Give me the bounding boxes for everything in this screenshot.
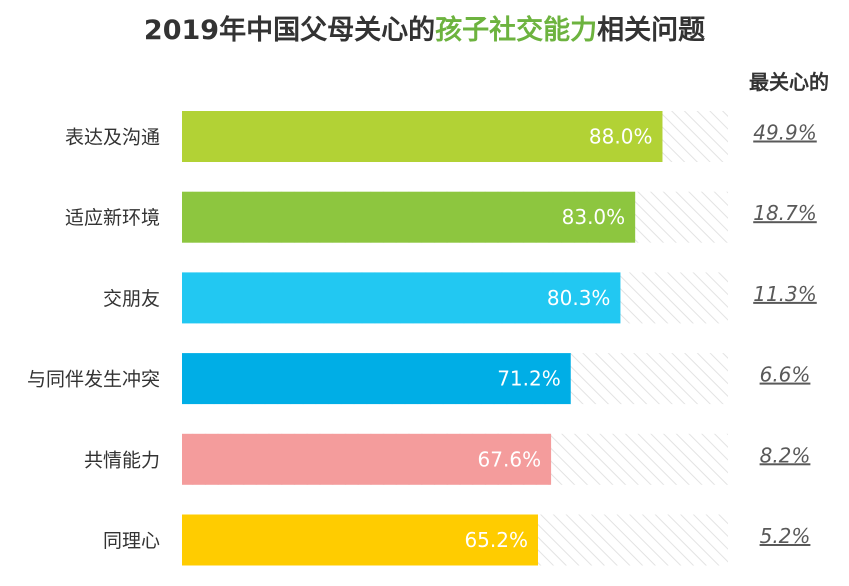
value-label: 83.0% xyxy=(562,205,626,229)
value-label: 67.6% xyxy=(478,447,542,471)
category-label: 表达及沟通 xyxy=(65,127,160,149)
bar xyxy=(182,111,663,162)
category-label: 共情能力 xyxy=(84,449,160,471)
value-label: 65.2% xyxy=(464,528,528,552)
most-concerned-value: 49.9% xyxy=(753,121,817,145)
value-label: 88.0% xyxy=(589,125,653,149)
bar xyxy=(182,353,571,405)
category-label: 交朋友 xyxy=(103,288,160,310)
most-concerned-value: 11.3% xyxy=(753,282,817,306)
bar xyxy=(182,433,552,485)
most-concerned-header: 最关心的 xyxy=(749,70,829,94)
bar xyxy=(182,514,538,566)
title-prefix: 2019年中国父母关心的 xyxy=(143,15,436,46)
category-label: 与同伴发生冲突 xyxy=(27,369,160,391)
most-concerned-value: 8.2% xyxy=(760,443,811,467)
most-concerned-value: 6.6% xyxy=(760,363,811,387)
title-highlight: 孩子社交能力 xyxy=(435,15,598,46)
value-label: 71.2% xyxy=(497,367,561,391)
most-concerned-value: 18.7% xyxy=(753,201,817,225)
category-label: 适应新环境 xyxy=(65,207,160,229)
bar xyxy=(182,191,636,243)
most-concerned-value: 5.2% xyxy=(760,524,811,548)
bar xyxy=(182,272,621,324)
value-label: 80.3% xyxy=(547,286,611,310)
chart-title: 2019年中国父母关心的孩子社交能力相关问题 xyxy=(0,8,849,47)
category-label: 同理心 xyxy=(103,530,160,552)
title-suffix: 相关问题 xyxy=(597,15,706,46)
